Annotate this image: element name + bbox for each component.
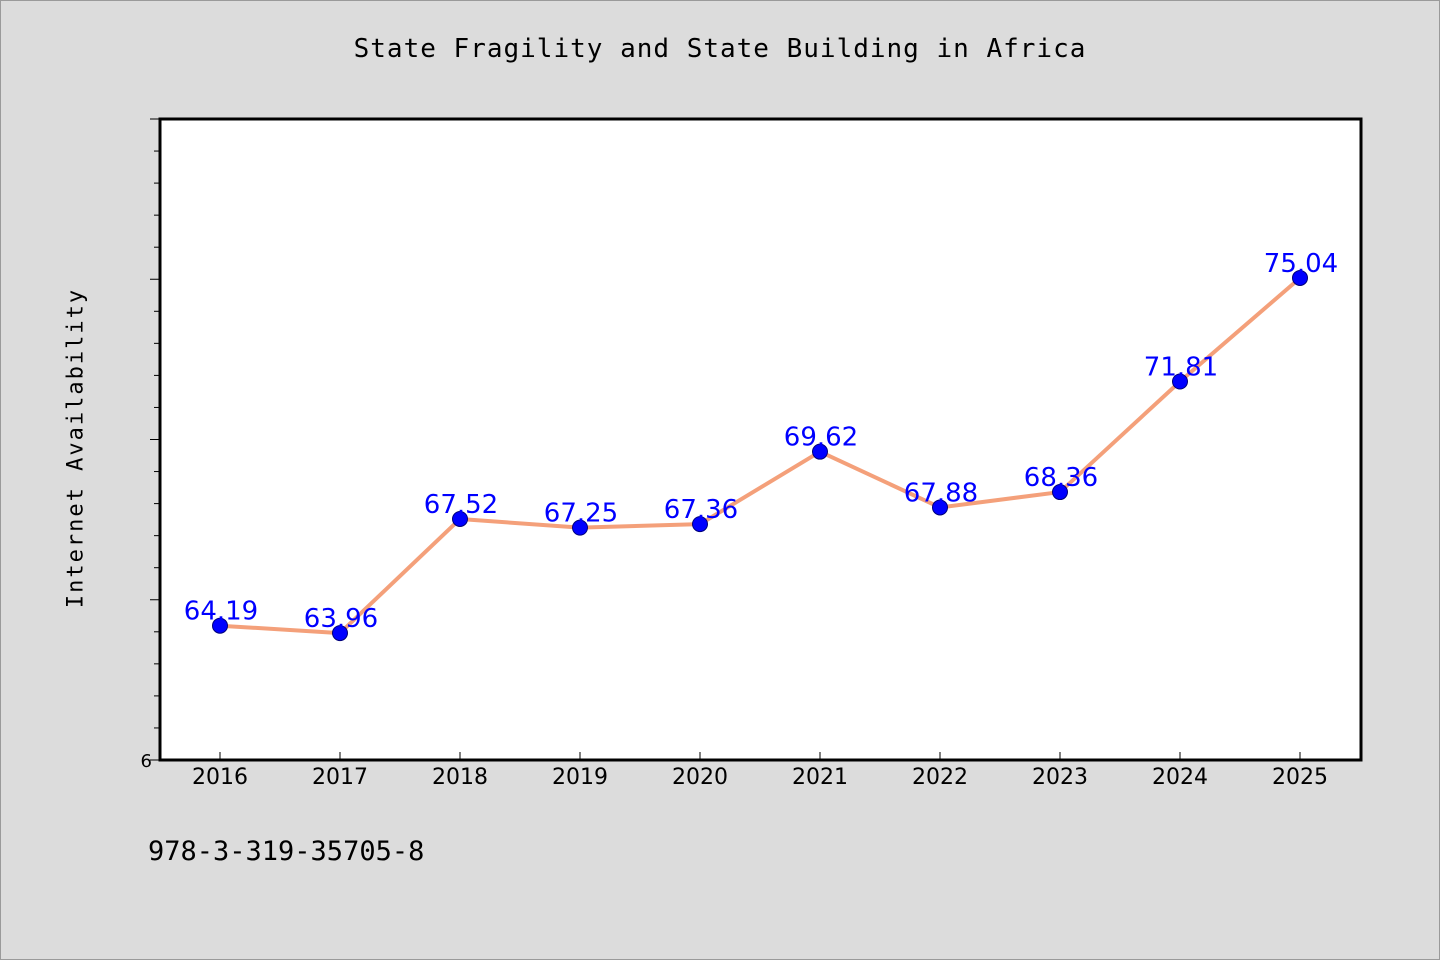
data-point <box>1292 269 1308 286</box>
data-markers <box>212 269 1308 642</box>
data-point <box>572 519 588 536</box>
data-point <box>1172 373 1188 390</box>
x-axis-ticks: 2016 2017 2018 2019 2020 2021 2022 2023 2024 2025 <box>192 752 1328 790</box>
series-line <box>218 275 1302 636</box>
data-label: 63.96 <box>304 604 378 634</box>
data-point <box>812 443 828 460</box>
x-tick-label: 2024 <box>1152 765 1208 790</box>
data-point <box>692 516 708 533</box>
data-label: 68.36 <box>1024 463 1098 493</box>
chart-title: State Fragility and State Building in Af… <box>353 34 1087 64</box>
x-tick-label: 2023 <box>1032 765 1088 790</box>
data-label: 67.25 <box>544 499 618 529</box>
data-label: 71.81 <box>1144 352 1218 382</box>
data-point <box>452 510 468 527</box>
data-labels: 64.19 63.96 67.52 67.25 67.36 69.62 67.88 68.36… <box>184 249 1338 634</box>
x-tick-label: 2021 <box>792 765 848 790</box>
x-tick-label: 2019 <box>552 765 608 790</box>
plot-area <box>158 117 1363 762</box>
isbn-label: 978-3-319-35705-8 <box>148 836 425 867</box>
data-point <box>212 617 228 634</box>
x-tick-label: 2020 <box>672 765 728 790</box>
x-tick-label: 2018 <box>432 765 488 790</box>
data-label: 75.04 <box>1264 249 1338 279</box>
x-tick-label: 2016 <box>192 765 248 790</box>
y-tick-label: 6 <box>141 751 152 772</box>
data-label: 64.19 <box>184 597 258 627</box>
data-label: 67.36 <box>664 495 738 525</box>
data-label: 67.88 <box>904 478 978 508</box>
y-axis-ticks <box>150 118 160 761</box>
x-tick-label: 2022 <box>912 765 968 790</box>
data-point <box>1052 484 1068 501</box>
x-tick-label: 2025 <box>1272 765 1328 790</box>
data-point <box>332 625 348 642</box>
data-point <box>932 499 948 516</box>
data-label: 67.52 <box>424 490 498 520</box>
x-tick-label: 2017 <box>312 765 368 790</box>
data-label: 69.62 <box>784 423 858 453</box>
